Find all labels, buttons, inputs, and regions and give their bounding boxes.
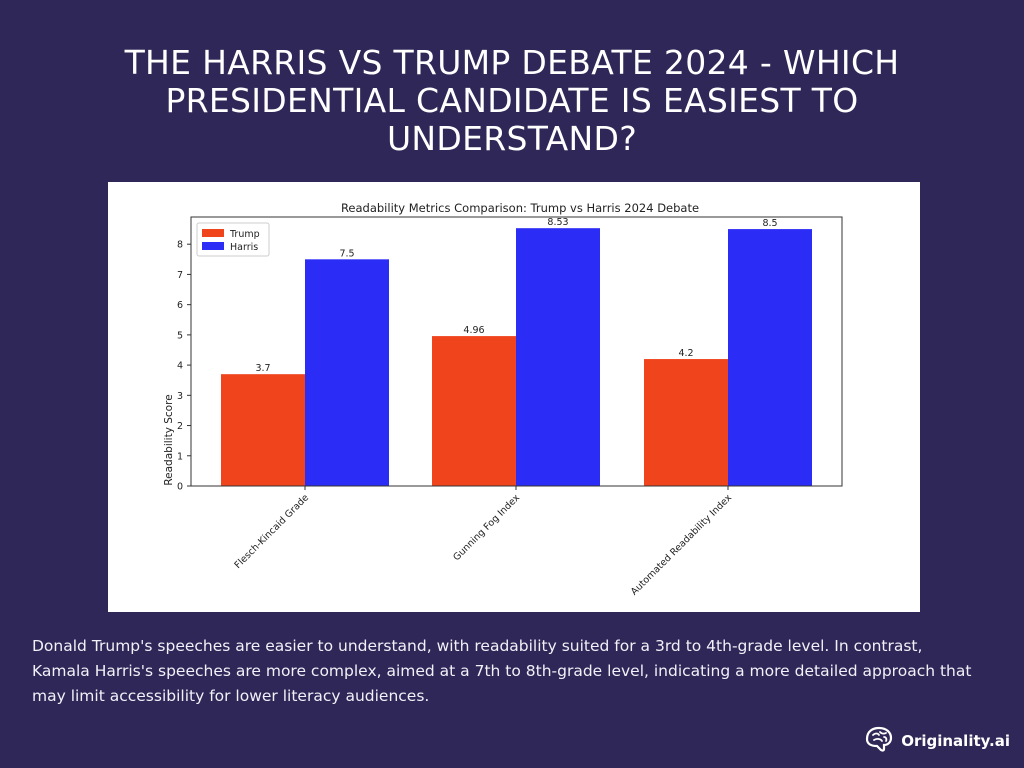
x-tick-label: Flesch-Kincaid Grade <box>233 492 312 571</box>
readability-bar-chart: Readability Metrics Comparison: Trump vs… <box>163 201 843 598</box>
page-title: THE HARRIS VS TRUMP DEBATE 2024 - WHICH … <box>124 43 900 158</box>
y-tick-label: 3 <box>177 391 183 402</box>
bar-harris <box>305 259 389 486</box>
y-tick-label: 1 <box>177 451 183 462</box>
chart-panel: Readability Metrics Comparison: Trump vs… <box>108 182 920 612</box>
brain-icon <box>863 725 895 758</box>
x-tick-label: Automated Readability Index <box>629 492 735 598</box>
bar-trump <box>221 374 305 486</box>
legend-swatch-trump <box>202 229 224 237</box>
bar-trump <box>432 336 516 486</box>
bar-data-label: 4.2 <box>678 348 693 359</box>
y-tick-label: 0 <box>177 482 183 493</box>
bar-trump <box>644 359 728 486</box>
legend-label: Trump <box>229 229 260 240</box>
y-tick-label: 8 <box>177 240 183 251</box>
bar-harris <box>728 229 812 486</box>
y-axis-label: Readability Score <box>163 394 175 485</box>
legend-label: Harris <box>230 242 258 253</box>
y-tick-label: 6 <box>177 300 183 311</box>
y-tick-label: 2 <box>177 421 183 432</box>
brand-name: Originality.ai <box>901 732 1010 750</box>
y-tick-label: 7 <box>177 270 183 281</box>
description-text: Donald Trump's speeches are easier to un… <box>32 637 972 705</box>
y-tick-label: 5 <box>177 330 183 341</box>
bar-data-label: 4.96 <box>463 325 484 336</box>
legend-swatch-harris <box>202 242 224 250</box>
bar-data-label: 8.5 <box>762 218 777 229</box>
y-tick-label: 4 <box>177 361 183 372</box>
bar-data-label: 7.5 <box>339 248 354 259</box>
chart-title: Readability Metrics Comparison: Trump vs… <box>341 201 699 215</box>
brand-logo: Originality.ai <box>863 726 1010 756</box>
bar-harris <box>516 228 600 486</box>
bar-data-label: 3.7 <box>255 363 270 374</box>
x-tick-label: Gunning Fog Index <box>451 492 522 563</box>
bar-data-label: 8.53 <box>547 217 568 228</box>
